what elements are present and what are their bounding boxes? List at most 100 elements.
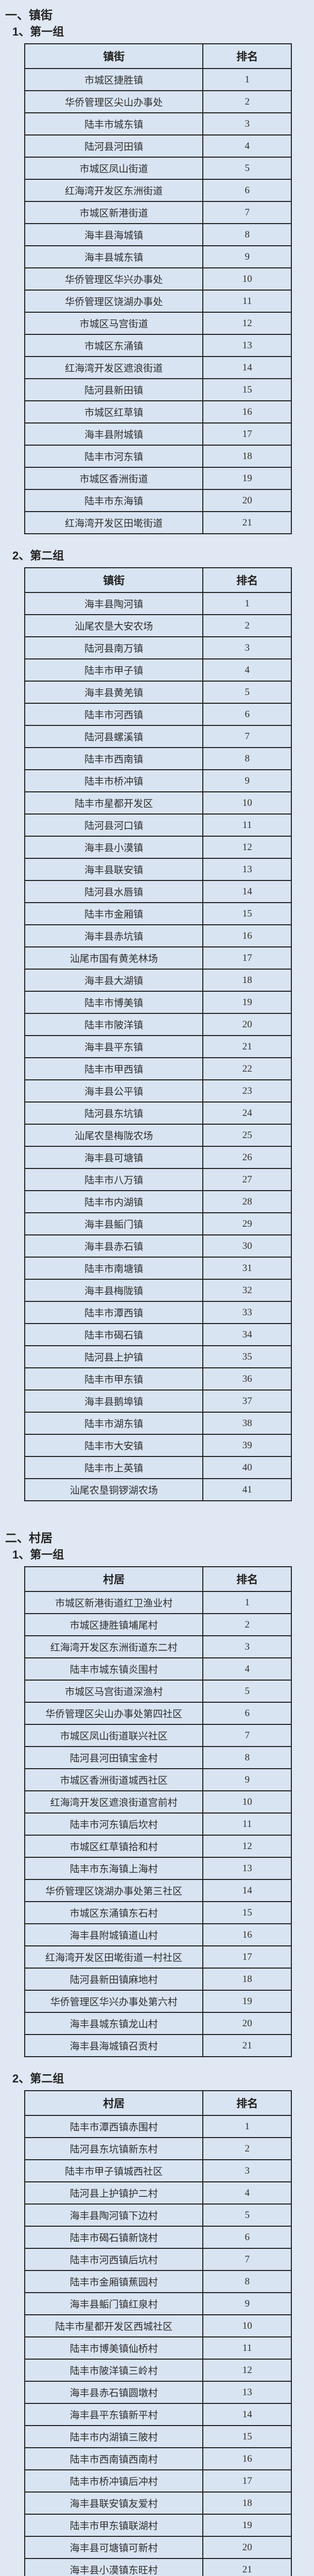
name-cell: 陆丰市河东镇后坎村 [24, 1812, 204, 1836]
rank-cell: 29 [202, 1212, 292, 1235]
rank-cell: 35 [202, 1345, 292, 1368]
group-subtitle: 1、第一组 [12, 1548, 64, 1561]
section-towns: 一、镇街 1、第一组 镇街 排名 市城区捷胜镇 1 华侨管理区尖山办事处 2 陆丰市城东… [0, 7, 314, 1501]
table-row: 陆丰市桥冲镇后冲村 17 [24, 2469, 292, 2493]
table-row: 陆丰市河西镇 6 [24, 703, 292, 726]
table-row: 海丰县可塘镇 26 [24, 1146, 292, 1169]
rank-cell: 18 [202, 2492, 292, 2515]
name-cell: 陆丰市内湖镇 [24, 1190, 204, 1213]
name-cell: 海丰县联安镇 [24, 858, 204, 881]
rank-cell: 8 [202, 223, 292, 246]
table-row: 海丰县鲘门镇 29 [24, 1212, 292, 1235]
name-cell: 红海湾开发区田墘街道 [24, 511, 204, 534]
table-row: 海丰县鲘门镇红泉村 9 [24, 2292, 292, 2315]
rank-cell: 8 [202, 2270, 292, 2293]
table-row: 陆河县东坑镇 24 [24, 1101, 292, 1125]
table-row: 市城区捷胜镇 1 [24, 68, 292, 91]
name-cell: 陆河县新田镇 [24, 378, 204, 401]
rank-cell: 14 [202, 1879, 292, 1902]
name-cell: 陆丰市城东镇炎围村 [24, 1657, 204, 1681]
name-cell: 陆河县河田镇 [24, 134, 204, 158]
name-cell: 海丰县大湖镇 [24, 969, 204, 992]
name-cell: 陆丰市河西镇 [24, 703, 204, 726]
group-towns-2: 2、第二组 镇街 排名 海丰县陶河镇 1 汕尾农垦大安农场 2 陆河县南万镇 3 陆丰市甲子… [0, 549, 314, 1501]
rank-cell: 13 [202, 2381, 292, 2404]
rank-cell: 11 [202, 1812, 292, 1836]
table-row: 华侨管理区尖山办事处 2 [24, 90, 292, 113]
name-cell: 华侨管理区尖山办事处第四社区 [24, 1702, 204, 1725]
table-row: 陆丰市甲西镇 22 [24, 1057, 292, 1080]
header-row: 镇街 排名 [24, 43, 292, 69]
name-cell: 海丰县平东镇 [24, 1035, 204, 1058]
table-row: 陆丰市博美镇 19 [24, 991, 292, 1014]
name-cell: 海丰县赤石镇圆墩村 [24, 2381, 204, 2404]
name-cell: 陆丰市潭西镇 [24, 1301, 204, 1324]
table-row: 陆丰市甲东镇联湖村 19 [24, 2514, 292, 2537]
name-cell: 华侨管理区饶湖办事处 [24, 290, 204, 313]
rank-cell: 11 [202, 290, 292, 313]
group-villages-1: 1、第一组 村居 排名 市城区新港街道红卫渔业村 1 市城区捷胜镇埔尾村 2 红海湾开发… [0, 1548, 314, 2057]
name-cell: 红海湾开发区东洲街道东二村 [24, 1635, 204, 1658]
name-cell: 海丰县可塘镇可新村 [24, 2536, 204, 2559]
name-cell: 市城区捷胜镇埔尾村 [24, 1613, 204, 1636]
rank-cell: 10 [202, 267, 292, 291]
rank-cell: 4 [202, 2181, 292, 2205]
table-row: 海丰县海城镇 8 [24, 223, 292, 246]
rank-cell: 17 [202, 946, 292, 970]
rank-cell: 15 [202, 2425, 292, 2448]
table-row: 华侨管理区饶湖办事处第三社区 14 [24, 1879, 292, 1902]
table-row: 市城区凤山街道联兴社区 7 [24, 1724, 292, 1747]
name-cell: 汕尾农垦梅陇农场 [24, 1124, 204, 1147]
rank-cell: 13 [202, 858, 292, 881]
table-row: 陆丰市博美镇仙桥村 11 [24, 2336, 292, 2360]
name-cell: 陆丰市城东镇 [24, 112, 204, 135]
table-row: 陆丰市潭西镇 33 [24, 1301, 292, 1324]
table-row: 海丰县赤坑镇 16 [24, 924, 292, 947]
name-cell: 陆丰市东海镇上海村 [24, 1857, 204, 1880]
rank-cell: 9 [202, 245, 292, 268]
table-row: 海丰县城东镇龙山村 20 [24, 2012, 292, 2035]
ranking-table: 村居 排名 市城区新港街道红卫渔业村 1 市城区捷胜镇埔尾村 2 红海湾开发区东洲街道东… [24, 1566, 292, 2057]
rank-cell: 7 [202, 1724, 292, 1747]
rank-cell: 3 [202, 636, 292, 659]
rank-cell: 15 [202, 902, 292, 925]
table-row: 红海湾开发区田墘街道 21 [24, 511, 292, 534]
name-cell: 市城区香洲街道 [24, 467, 204, 490]
name-cell: 海丰县鹅埠镇 [24, 1389, 204, 1413]
name-cell: 陆丰市甲东镇联湖村 [24, 2514, 204, 2537]
table-row: 陆丰市碣石镇新饶村 6 [24, 2226, 292, 2249]
table-row: 陆丰市城东镇 3 [24, 112, 292, 135]
name-cell: 陆河县河田镇宝金村 [24, 1746, 204, 1769]
name-cell: 市城区马宫街道深渔村 [24, 1680, 204, 1703]
column-header-rank: 排名 [202, 2090, 292, 2116]
name-cell: 陆丰市东海镇 [24, 489, 204, 512]
rank-cell: 21 [202, 2558, 292, 2576]
name-cell: 华侨管理区华兴办事处 [24, 267, 204, 291]
group-towns-1: 1、第一组 镇街 排名 市城区捷胜镇 1 华侨管理区尖山办事处 2 陆丰市城东镇 3 陆河县… [0, 25, 314, 534]
table-row: 陆丰市湖东镇 38 [24, 1412, 292, 1435]
table-row: 陆丰市甲东镇 36 [24, 1367, 292, 1391]
table-row: 海丰县附城镇道山村 16 [24, 1923, 292, 1946]
group-subtitle: 2、第二组 [12, 549, 64, 562]
table-row: 陆丰市西南镇 8 [24, 747, 292, 770]
rank-cell: 16 [202, 924, 292, 947]
rank-cell: 17 [202, 422, 292, 446]
name-cell: 市城区红草镇 [24, 400, 204, 423]
rank-cell: 41 [202, 1478, 292, 1501]
table-row: 海丰县联安镇 13 [24, 858, 292, 881]
name-cell: 陆河县东坑镇 [24, 1101, 204, 1125]
name-cell: 市城区捷胜镇 [24, 68, 204, 91]
name-cell: 陆丰市八万镇 [24, 1168, 204, 1191]
table-row: 陆丰市碣石镇 34 [24, 1323, 292, 1346]
rank-cell: 16 [202, 2447, 292, 2470]
name-cell: 华侨管理区尖山办事处 [24, 90, 204, 113]
rank-cell: 12 [202, 1835, 292, 1858]
rank-cell: 1 [202, 2115, 292, 2138]
table-row: 汕尾农垦梅陇农场 25 [24, 1124, 292, 1147]
rank-cell: 16 [202, 400, 292, 423]
name-cell: 陆丰市金厢镇蕉园村 [24, 2270, 204, 2293]
table-row: 陆丰市陂洋镇 20 [24, 1013, 292, 1036]
table-row: 华侨管理区华兴办事处第六村 19 [24, 1990, 292, 2013]
table-row: 海丰县平东镇新平村 14 [24, 2403, 292, 2426]
table-row: 红海湾开发区东洲街道东二村 3 [24, 1635, 292, 1658]
